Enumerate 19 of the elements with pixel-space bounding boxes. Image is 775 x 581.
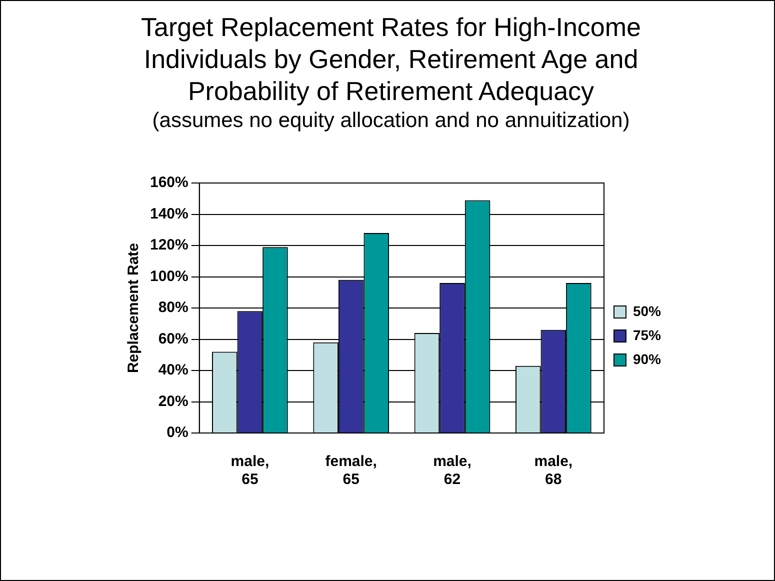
legend-label: 90% — [632, 350, 662, 367]
y-tick-label: 60% — [158, 330, 188, 348]
x-tick-label: male, 68 — [534, 453, 573, 488]
y-tick-label: 140% — [150, 205, 188, 222]
y-tick-label: 40% — [158, 362, 188, 379]
y-tick-label: 20% — [158, 392, 188, 410]
y-tick-label: 120% — [150, 236, 188, 254]
y-tick-label: 80% — [158, 299, 188, 316]
legend-label: 50% — [632, 302, 662, 319]
chart-title: Target Replacement Rates for High-Income Individuals by Gender, Retirement Age and Probability of Retirement Adequacy — [140, 11, 642, 107]
x-tick-label: male, 62 — [433, 453, 472, 488]
x-tick-label: male, 65 — [230, 453, 270, 488]
y-tick-label: 100% — [150, 268, 188, 285]
y-tick-label: 160% — [150, 174, 188, 192]
x-tick-label: female, 65 — [325, 453, 377, 488]
chart-subtitle: (assumes no equity allocation and no annuitization) — [151, 109, 631, 133]
legend-label: 75% — [632, 326, 662, 343]
y-tick-label: 0% — [166, 424, 188, 442]
y-axis-title: Replacement Rate — [125, 242, 142, 374]
